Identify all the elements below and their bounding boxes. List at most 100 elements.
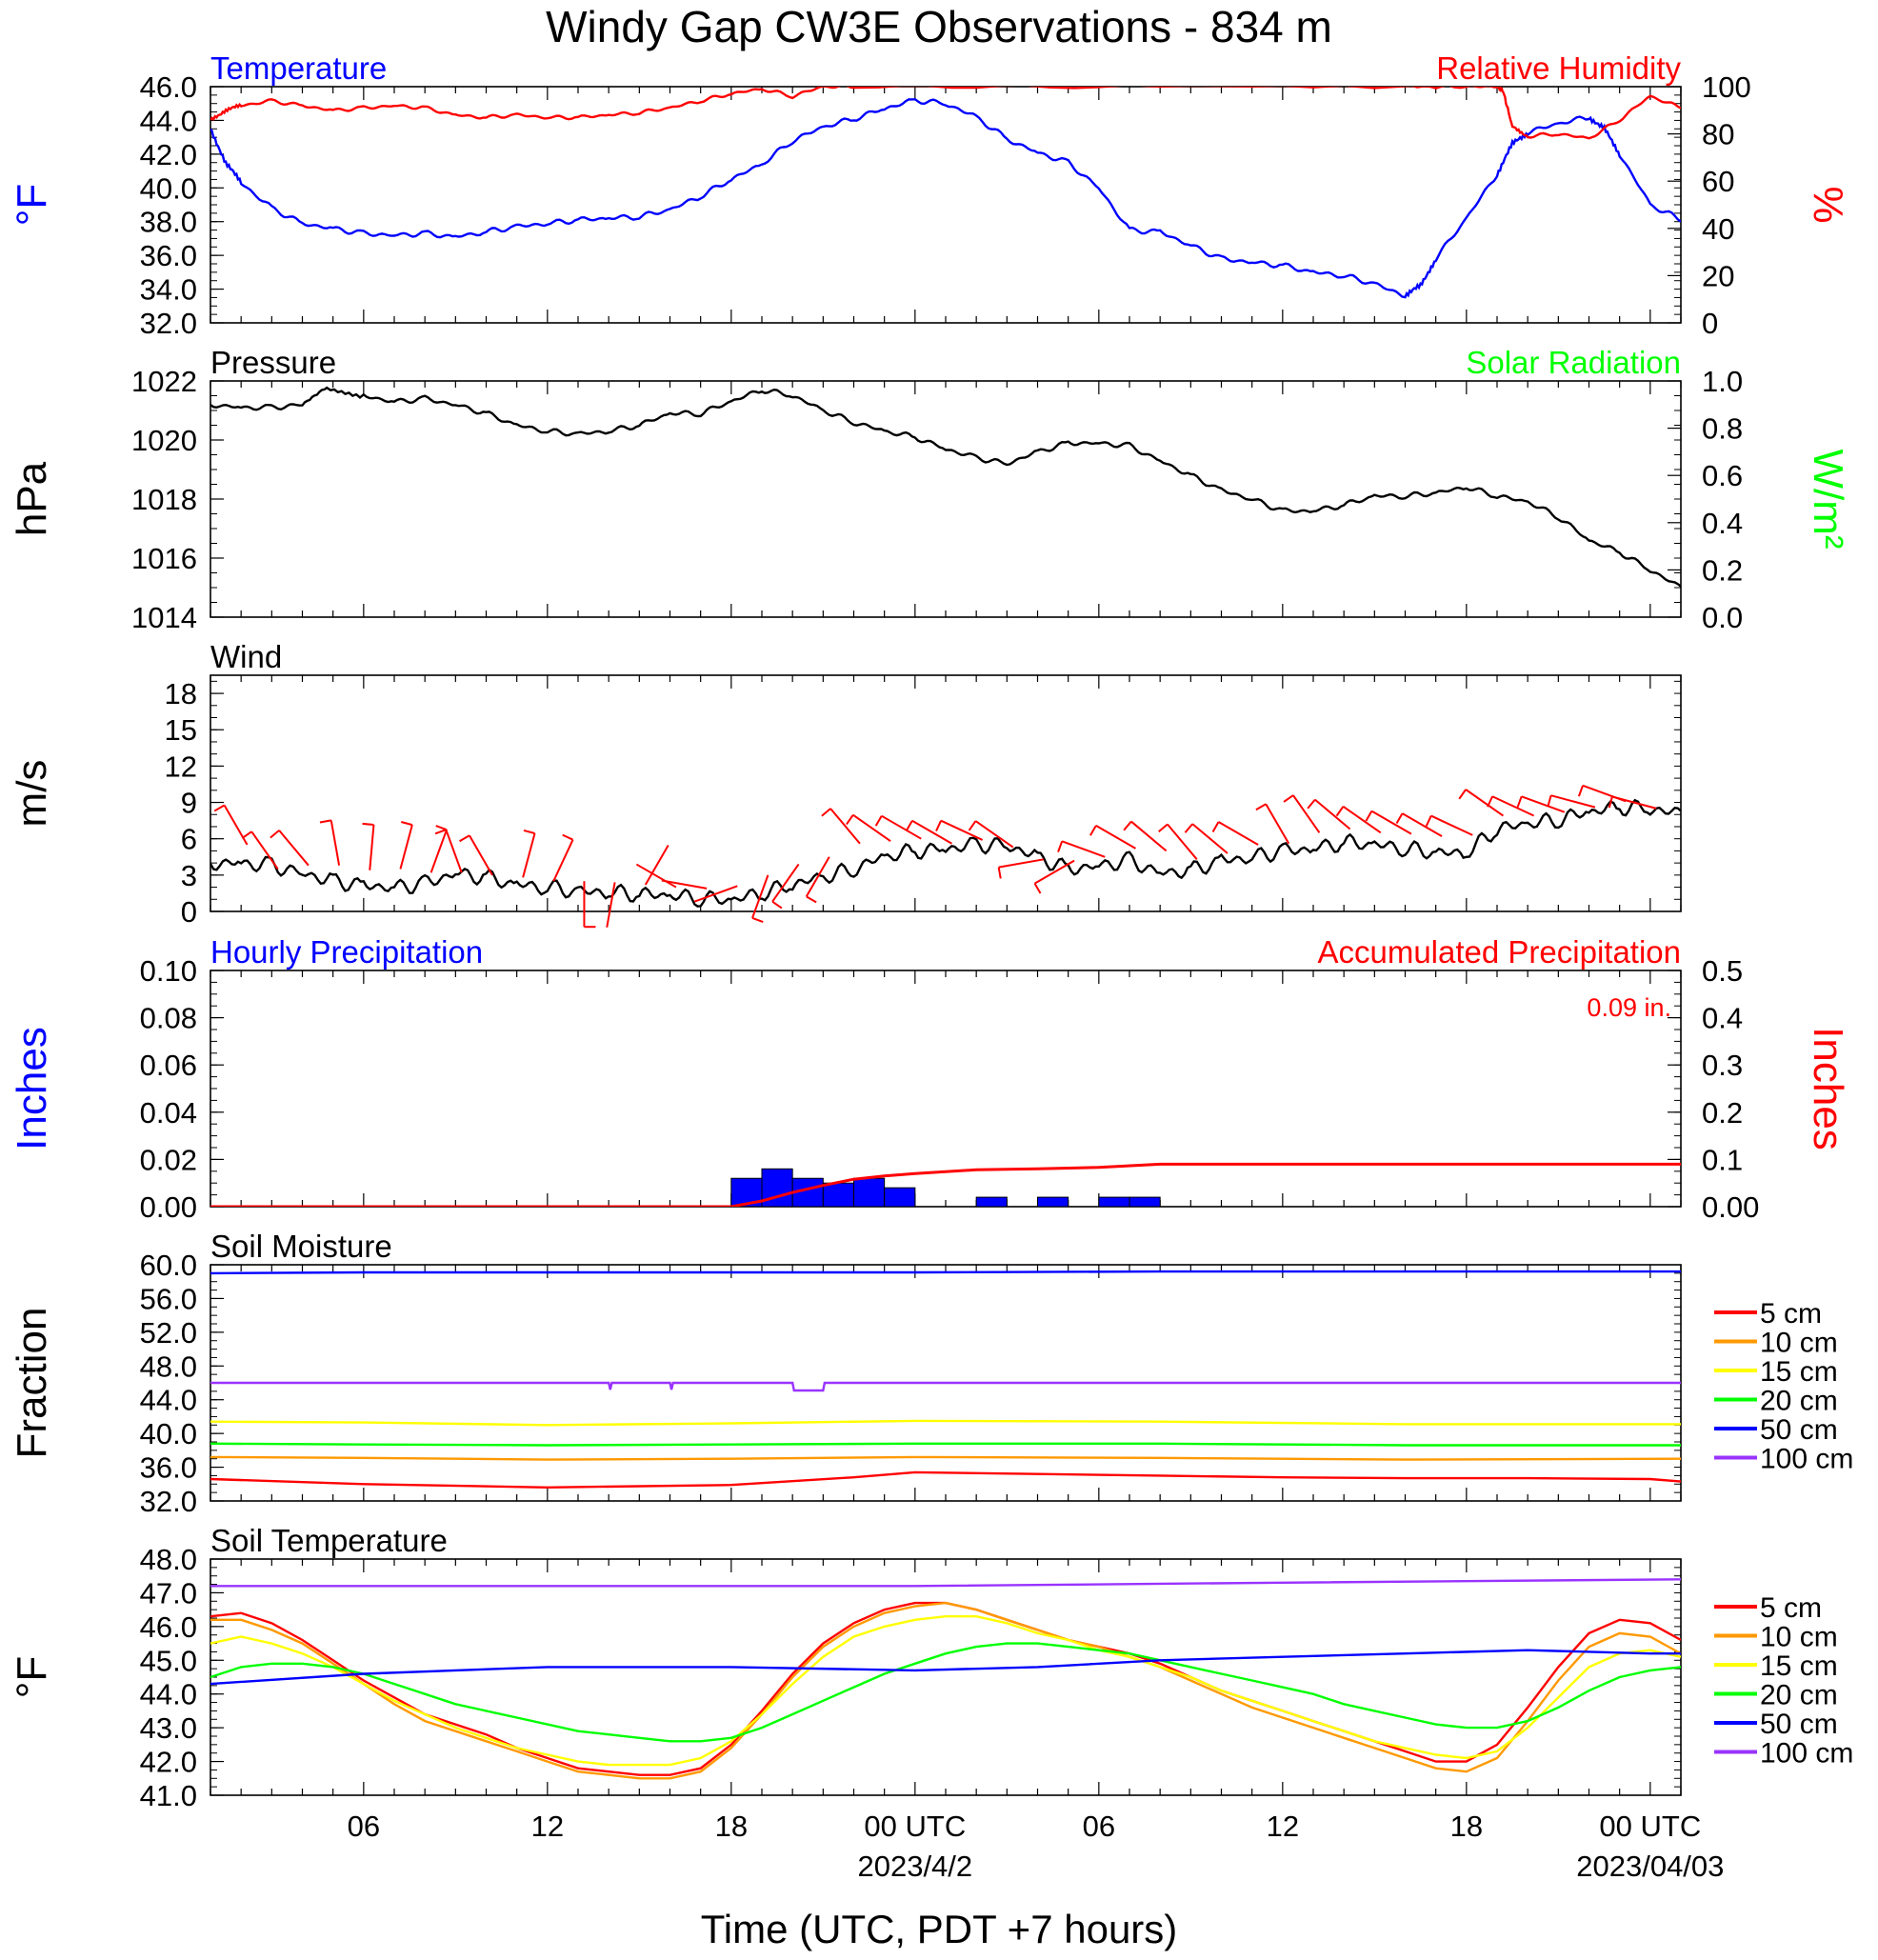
wind-barb-flag <box>1608 796 1613 809</box>
y-right-tick-label: 1.0 <box>1702 365 1743 398</box>
plot-frame <box>210 1558 1682 1796</box>
wind-barb-staff <box>1491 795 1535 817</box>
x-tick-label: 18 <box>715 1810 748 1843</box>
y-right-tick-label: 0 <box>1702 307 1718 340</box>
y-right-tick-label: 0.1 <box>1702 1143 1743 1176</box>
wind-barb-staff <box>644 844 669 886</box>
y-tick-label: 1016 <box>131 542 197 575</box>
y-tick-label: 43.0 <box>140 1711 197 1745</box>
y-tick-label: 0.08 <box>140 1002 197 1035</box>
wind-barb-flag <box>935 820 943 831</box>
y-tick-label: 48.0 <box>140 1543 197 1576</box>
panel-title-right: Solar Radiation <box>1466 345 1681 380</box>
y-right-tick-label: 80 <box>1702 118 1734 151</box>
panel-title-left: Hourly Precipitation <box>210 934 483 970</box>
y-axis-label-right: % <box>1805 186 1851 223</box>
plot-area <box>210 1578 1681 1780</box>
precip-bar <box>884 1187 916 1207</box>
y-right-tick-label: 0.00 <box>1702 1190 1759 1224</box>
wind-barb-flag <box>821 808 831 817</box>
plot-area <box>210 798 1681 908</box>
y-tick-label: 40.0 <box>140 171 197 205</box>
series-line-10-cm <box>210 1601 1681 1780</box>
series-line-10-cm <box>210 1455 1681 1461</box>
y-tick-label: 36.0 <box>140 1451 197 1485</box>
wind-barb-flag <box>1487 795 1494 808</box>
series-line-50-cm <box>210 1649 1681 1686</box>
legend-label: 50 cm <box>1760 1709 1838 1740</box>
y-axis-label-left: m/s <box>9 760 55 828</box>
y-tick-label: 6 <box>181 823 197 856</box>
y-right-tick-label: 0.3 <box>1702 1049 1743 1082</box>
x-tick-label: 06 <box>1083 1810 1115 1843</box>
y-tick-label: 46.0 <box>140 70 197 104</box>
plot-area <box>210 87 1681 299</box>
panel-title-right: Accumulated Precipitation <box>1317 934 1681 970</box>
wind-barb-staff <box>1034 859 1075 885</box>
wind-barb-staff <box>606 882 616 928</box>
panel-title-right: Relative Humidity <box>1436 50 1681 86</box>
wind-barb-staff <box>1314 798 1351 830</box>
wind-barb-staff <box>522 832 536 878</box>
plot-frame <box>210 380 1682 618</box>
wind-barb-staff <box>940 819 984 841</box>
wind-barb-flag <box>1033 883 1042 894</box>
y-tick-label: 1018 <box>131 483 197 516</box>
legend-label: 15 cm <box>1760 1356 1838 1388</box>
y-right-tick-label: 0.4 <box>1702 507 1743 540</box>
y-tick-label: 18 <box>165 677 197 710</box>
wind-barb-staff <box>635 863 677 889</box>
legend-label: 20 cm <box>1760 1680 1838 1711</box>
wind-barb-flag <box>1255 803 1267 811</box>
wind-barb-staff <box>1130 820 1168 852</box>
series-line-100-cm <box>210 1578 1681 1588</box>
wind-barb-staff <box>399 824 413 870</box>
wind-barb-flag <box>1547 794 1552 808</box>
plot-area <box>210 1162 1681 1207</box>
wind-barb-flag <box>968 820 977 831</box>
wind-barb-staff <box>661 879 708 890</box>
precip-bar <box>1129 1196 1161 1207</box>
y-tick-label: 0.00 <box>140 1190 197 1224</box>
wind-barb-staff <box>469 834 493 876</box>
legend-label: 50 cm <box>1760 1414 1838 1446</box>
y-tick-label: 46.0 <box>140 1610 197 1644</box>
wind-barb-flag <box>459 834 470 843</box>
wind-barb-flag <box>806 895 817 904</box>
legend-label: 100 cm <box>1760 1444 1853 1475</box>
series-line-50-cm <box>210 1270 1681 1275</box>
wind-barb-staff <box>1402 812 1443 838</box>
wind-barb-staff <box>445 829 463 873</box>
wind-barb-flag <box>1335 806 1345 817</box>
y-tick-label: 0.04 <box>140 1096 197 1130</box>
accumulated-total-label: 0.09 in. <box>1587 993 1671 1022</box>
x-axis-label: Time (UTC, PDT +7 hours) <box>701 1907 1178 1951</box>
wind-barb-staff <box>1342 805 1382 834</box>
plot-area <box>210 386 1681 588</box>
wind-barb-flag <box>319 819 331 824</box>
wind-barb-staff <box>330 820 341 866</box>
y-axis-label-left: Inches <box>9 1027 55 1150</box>
y-tick-label: 0 <box>181 895 197 929</box>
y-tick-label: 32.0 <box>140 1485 197 1518</box>
wind-barb-flag <box>1211 821 1220 832</box>
y-tick-label: 34.0 <box>140 273 197 307</box>
legend-label: 5 cm <box>1760 1592 1822 1624</box>
y-axis-label-left: °F <box>9 184 55 226</box>
wind-barb-staff <box>829 808 861 845</box>
y-tick-label: 0.02 <box>140 1143 197 1176</box>
wind-barb-flag <box>401 821 413 827</box>
wind-barb-staff <box>881 814 922 840</box>
precip-bar <box>1098 1196 1130 1207</box>
y-tick-label: 0.10 <box>140 954 197 988</box>
y-axis-label-left: °F <box>9 1656 55 1698</box>
wind-barb-flag <box>997 867 1002 879</box>
precip-bar <box>975 1196 1008 1207</box>
y-tick-label: 56.0 <box>140 1282 197 1315</box>
wind-barb-staff <box>911 819 952 845</box>
series-line-accumulated-precipitation <box>210 1162 1681 1207</box>
y-tick-label: 44.0 <box>140 104 197 137</box>
wind-barb-staff <box>1061 840 1106 858</box>
y-axis-label-left: Fraction <box>9 1308 55 1459</box>
